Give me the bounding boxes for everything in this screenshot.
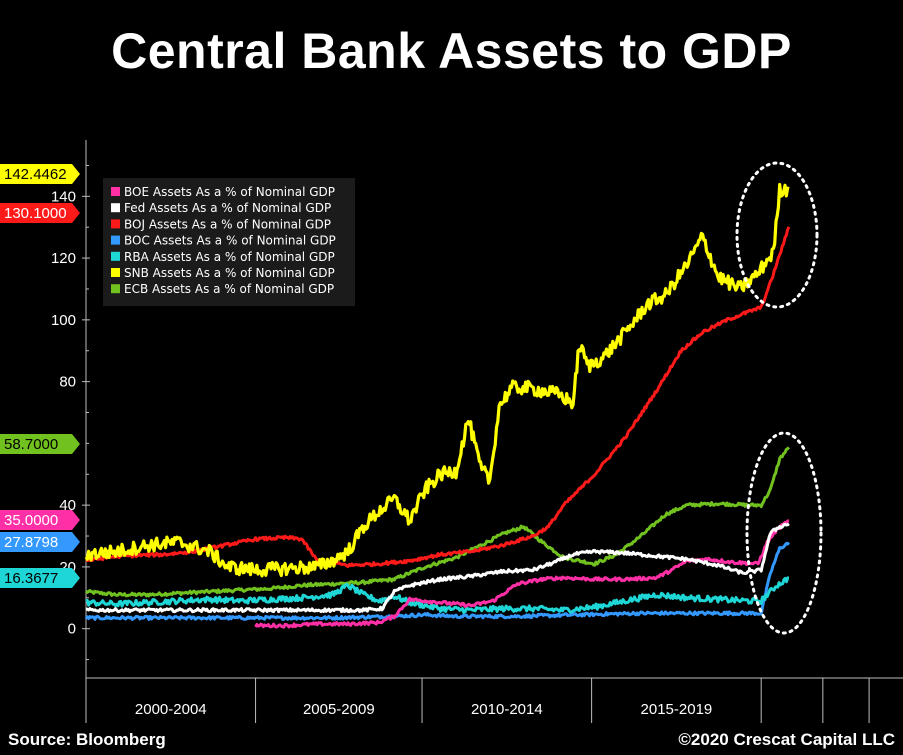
y-tick-label: 100	[51, 312, 76, 329]
last-value-tag	[0, 434, 80, 454]
y-tick-label: 140	[51, 188, 76, 205]
y-tick-label: 120	[51, 250, 76, 267]
last-value-tags: 35.0000 130.1000 27.8798 16.3677 142.4462 58.…	[0, 164, 80, 588]
highlight-callouts	[735, 161, 823, 635]
legend-entry: RBA Assets As a % of Nominal GDP	[124, 250, 335, 264]
last-value-tag	[0, 532, 80, 552]
legend-swatch	[111, 235, 120, 245]
legend-entry: BOC Assets As a % of Nominal GDP	[124, 234, 336, 248]
last-value-tag	[0, 164, 80, 184]
last-value-label: 27.8798	[4, 534, 58, 551]
series-line-ecb	[84, 446, 790, 598]
y-tick-label: 80	[59, 374, 76, 391]
series-line-boc	[84, 541, 791, 621]
copyright-note: ©2020 Crescat Capital LLC	[678, 730, 895, 749]
y-tick-label: 0	[68, 621, 76, 638]
period-label: 2010-2014	[471, 701, 543, 718]
legend-entry: Fed Assets As a % of Nominal GDP	[124, 201, 331, 215]
legend-swatch	[111, 268, 120, 277]
period-label: 2000-2004	[135, 701, 207, 718]
legend-entry: ECB Assets As a % of Nominal GDP	[124, 282, 334, 296]
chart-legend: BOE Assets As a % of Nominal GDP Fed Asse…	[103, 178, 355, 306]
legend-entry: BOJ Assets As a % of Nominal GDP	[124, 217, 331, 231]
legend-swatch	[111, 203, 120, 213]
highlight-ellipse-upper	[735, 161, 819, 309]
last-value-tag	[0, 510, 80, 530]
series-line-fed	[85, 522, 790, 614]
period-label: 2015-2019	[641, 701, 713, 718]
chart-series	[84, 182, 791, 629]
legend-entry: SNB Assets As a % of Nominal GDP	[124, 266, 335, 280]
legend-swatch	[111, 187, 120, 196]
last-value-label: 58.7000	[4, 436, 58, 453]
last-value-tag	[0, 568, 80, 588]
last-value-label: 130.1000	[4, 205, 67, 222]
last-value-label: 35.0000	[4, 512, 58, 529]
series-line-rba	[85, 576, 790, 614]
y-tick-label: 40	[59, 497, 76, 514]
last-value-label: 142.4462	[4, 166, 67, 183]
legend-swatch	[111, 284, 120, 294]
legend-swatch	[111, 219, 120, 229]
series-line-snb	[84, 182, 790, 578]
source-note: Source: Bloomberg	[8, 730, 166, 749]
last-value-label: 16.3677	[4, 570, 58, 587]
last-value-tag	[0, 203, 80, 223]
highlight-ellipse-lower	[745, 431, 823, 635]
legend-swatch	[111, 251, 120, 261]
legend-entry: BOE Assets As a % of Nominal GDP	[124, 185, 335, 199]
page-title: Central Bank Assets to GDP	[111, 23, 792, 79]
period-label: 2005-2009	[303, 701, 375, 718]
legend-box	[103, 178, 355, 306]
